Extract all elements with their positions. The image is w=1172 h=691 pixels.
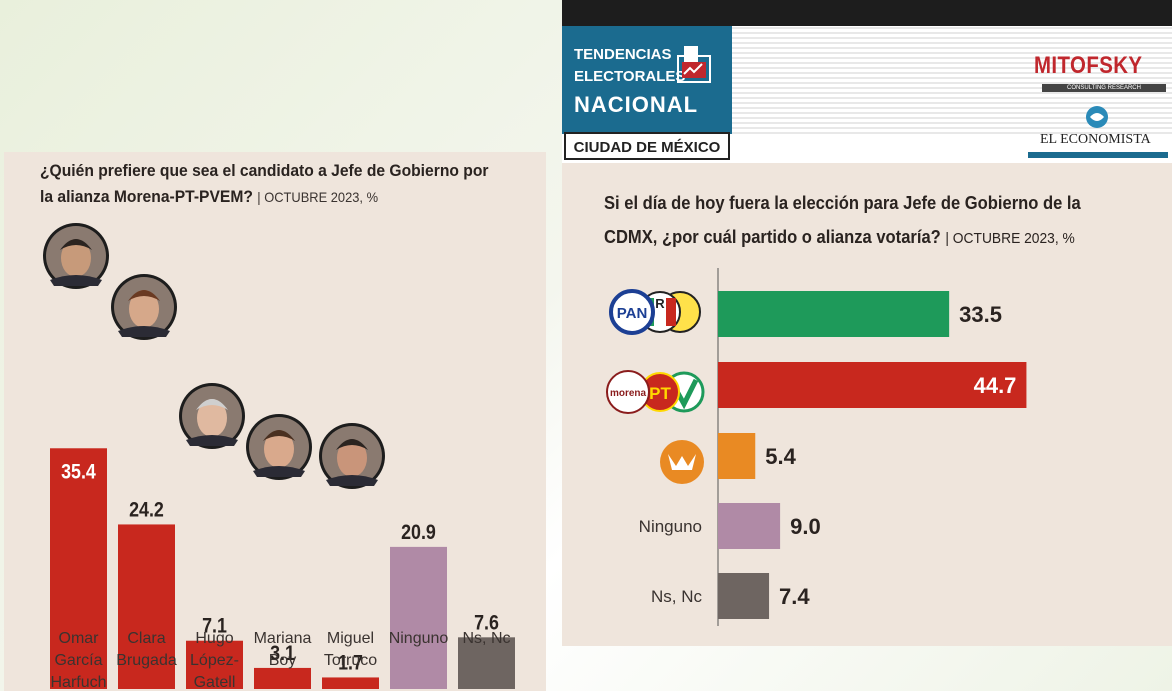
bar-6 xyxy=(458,637,515,689)
category-label: Miguel xyxy=(327,630,374,647)
category-label: Harfuch xyxy=(50,674,106,691)
bar-value-label: 7.6 xyxy=(474,611,499,635)
photo-face xyxy=(61,239,91,277)
photo-shoulders xyxy=(326,475,378,486)
category-label: Boy xyxy=(269,652,297,669)
photo-hair xyxy=(128,290,160,301)
category-label: Brugada xyxy=(116,652,177,669)
photo-face xyxy=(197,399,227,437)
ballot-box-icon xyxy=(677,46,711,83)
morena-logo-icon xyxy=(606,370,650,414)
hbar-value-label: 7.4 xyxy=(779,584,810,609)
candidate-photo-icon xyxy=(111,274,177,340)
hbar-2 xyxy=(718,433,756,479)
pan-logo-icon xyxy=(609,289,655,335)
hbar-1 xyxy=(718,362,1027,408)
left-chart-question: ¿Quién prefiere que sea el candidato a J… xyxy=(40,161,489,206)
pan-text: PAN xyxy=(617,305,648,322)
photo-hair xyxy=(60,239,92,250)
morena-text: morena xyxy=(610,388,647,399)
hbar-value-label: 9.0 xyxy=(790,514,821,539)
category-label: Gatell xyxy=(194,674,236,691)
banner-line-1: TENDENCIAS xyxy=(574,46,672,63)
bar-1 xyxy=(118,524,175,689)
right-bar-chart: 33.5 44.7 5.4 9.0 Ninguno 7.4 Ns, Nc R PAN PTmore… xyxy=(606,268,1027,626)
category-label: Mariana xyxy=(254,630,312,647)
photo-hair xyxy=(263,430,295,441)
bar-4 xyxy=(322,677,379,689)
photo-shoulders xyxy=(50,275,102,286)
left-chart-subtitle: | OCTUBRE 2023, % xyxy=(257,189,379,205)
banner-line-3: NACIONAL xyxy=(574,92,699,117)
right-chart-subtitle: | OCTUBRE 2023, % xyxy=(945,230,1075,247)
mc-eagle xyxy=(668,454,696,470)
pt-text: PT xyxy=(649,384,671,403)
hbar-0 xyxy=(718,291,950,337)
mitofsky-logo: MITOFSKY xyxy=(1034,52,1143,79)
bar-value-label: 35.4 xyxy=(61,460,96,484)
candidate-photo-icon xyxy=(179,383,245,449)
photo-hair xyxy=(196,399,228,410)
bar-5 xyxy=(390,546,447,689)
hbar-3 xyxy=(718,503,781,549)
banner-line-2: ELECTORALES xyxy=(574,68,686,85)
right-chart-title: Si el día de hoy fuera la elección para … xyxy=(604,186,1101,256)
category-label: Ns, Nc xyxy=(463,630,511,647)
bar-3 xyxy=(254,667,311,689)
candidate-photo-icon xyxy=(246,414,312,480)
photo-shoulders xyxy=(118,326,170,337)
right-chart-panel: TENDENCIAS ELECTORALES NACIONAL CIUDAD D… xyxy=(562,0,1172,646)
category-label: Hugo xyxy=(195,630,233,647)
bar-value-label: 3.1 xyxy=(270,642,295,666)
bar-value-label: 24.2 xyxy=(129,498,164,522)
pri-red xyxy=(666,298,676,326)
hbar-category-label: Ninguno xyxy=(639,517,702,536)
category-label: Clara xyxy=(127,630,165,647)
category-label: Ninguno xyxy=(389,630,449,647)
bar-value-label: 1.7 xyxy=(338,651,363,675)
pan-pri-prd-logo-icon: R PAN xyxy=(609,289,701,335)
category-label: Torruco xyxy=(324,652,377,669)
photo-hair xyxy=(336,439,368,450)
hbar-value-label: 44.7 xyxy=(974,373,1017,398)
header-strip xyxy=(562,0,1172,26)
left-bar-chart: 35.4 Omar García Harfuch 24.2 Clara Brugada 7.1… xyxy=(43,223,515,691)
category-label: García xyxy=(54,652,102,669)
photo-face xyxy=(264,430,294,468)
bar-2 xyxy=(186,640,243,689)
bar-value-label: 7.1 xyxy=(202,614,227,638)
pri-letter: R xyxy=(655,296,665,311)
movimiento-ciudadano-logo-icon xyxy=(660,440,704,484)
candidate-photo-icon xyxy=(43,223,109,289)
photo-face xyxy=(337,439,367,477)
category-label: López- xyxy=(190,652,239,669)
economista-bar xyxy=(1028,152,1168,158)
economista-icon xyxy=(1086,106,1108,128)
hbar-value-label: 33.5 xyxy=(959,302,1002,327)
photo-shoulders xyxy=(186,435,238,446)
photo-face xyxy=(129,290,159,328)
right-chart-question: Si el día de hoy fuera la elección para … xyxy=(604,193,1081,247)
left-chart-title: ¿Quién prefiere que sea el candidato a J… xyxy=(40,158,491,210)
hbar-value-label: 5.4 xyxy=(765,444,796,469)
mitofsky-subtitle: CONSULTING RESEARCH xyxy=(1042,84,1166,92)
bar-value-label: 20.9 xyxy=(401,521,436,545)
hbar-4 xyxy=(718,573,770,619)
candidate-photo-icon xyxy=(319,423,385,489)
economista-logo: EL ECONOMISTA xyxy=(1040,132,1151,147)
left-chart-panel: ¿Quién prefiere que sea el candidato a J… xyxy=(4,152,546,691)
bar-0 xyxy=(50,448,107,689)
city-label: CIUDAD DE MÉXICO xyxy=(564,132,730,160)
photo-shoulders xyxy=(253,466,305,477)
category-label: Omar xyxy=(59,630,100,647)
tendencias-banner: TENDENCIAS ELECTORALES NACIONAL xyxy=(562,26,732,134)
hbar-category-label: Ns, Nc xyxy=(651,587,703,606)
